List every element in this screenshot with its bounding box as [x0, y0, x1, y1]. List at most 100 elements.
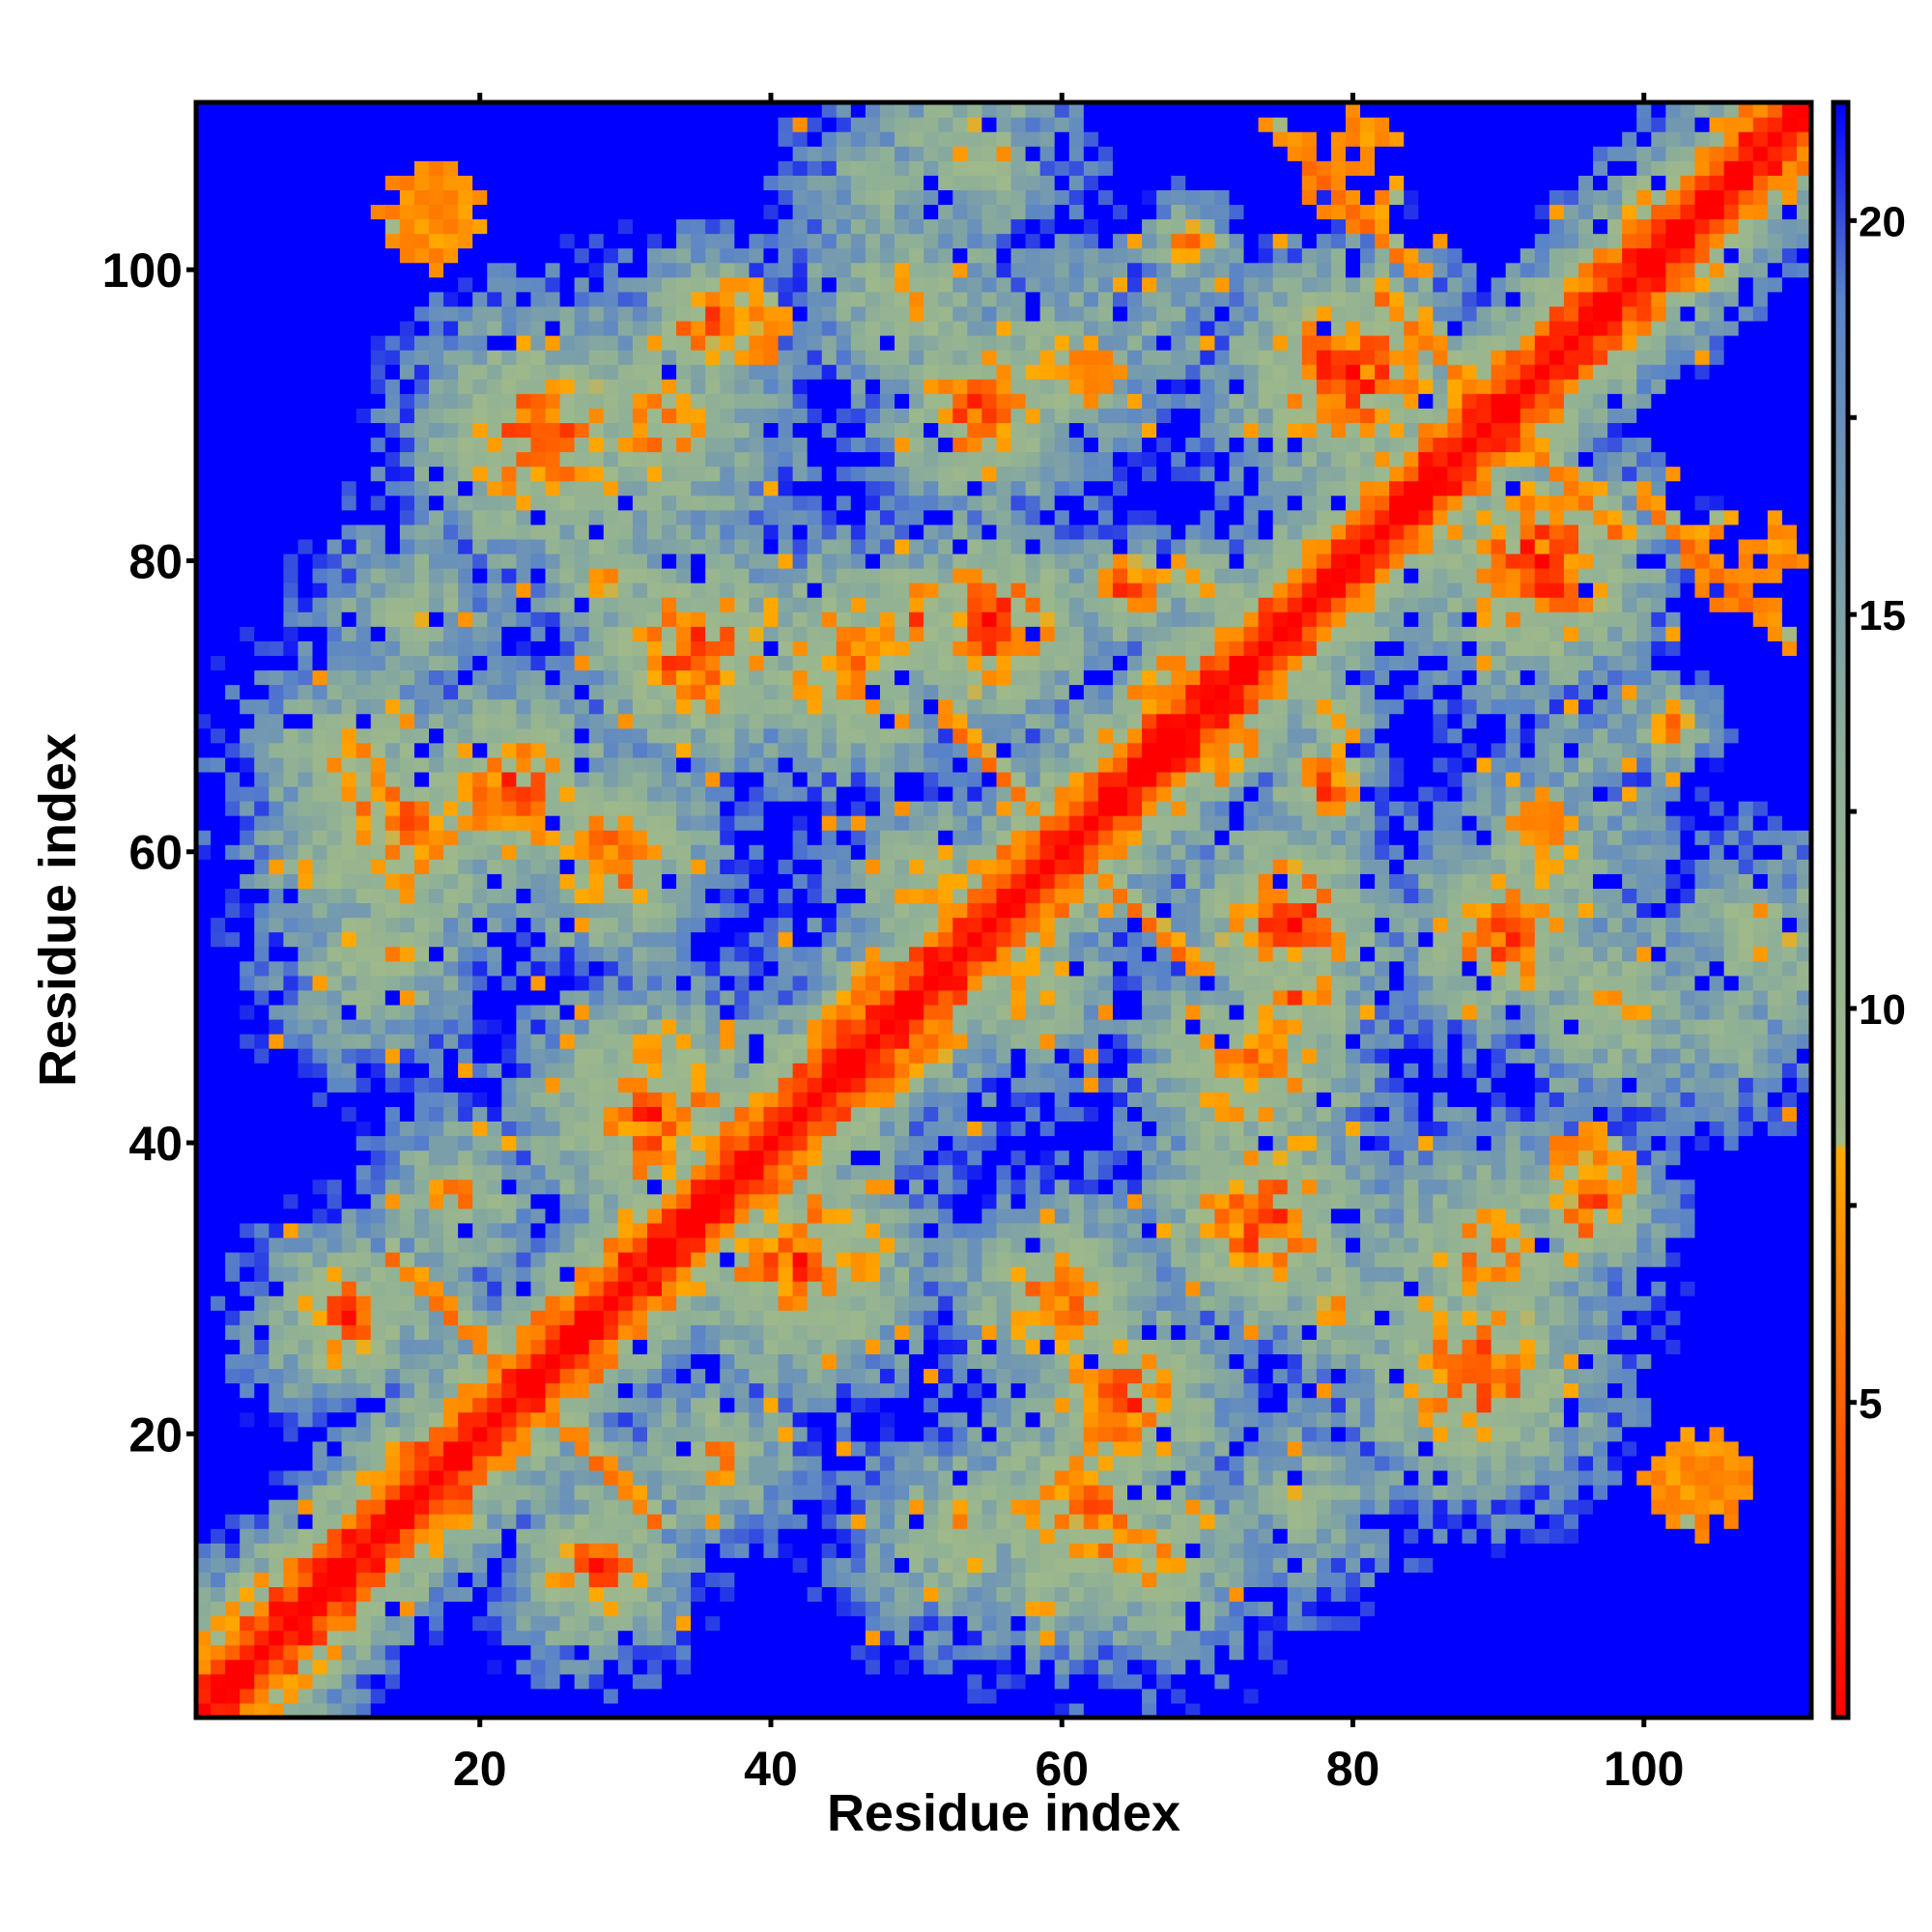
heatmap-cell — [662, 1018, 677, 1035]
heatmap-cell — [196, 1150, 212, 1166]
heatmap-cell — [413, 1295, 430, 1311]
heatmap-cell — [355, 1586, 372, 1603]
heatmap-cell — [588, 553, 605, 569]
heatmap-cell — [617, 102, 634, 118]
heatmap-cell — [269, 1368, 284, 1384]
heatmap-cell — [763, 698, 780, 715]
heatmap-cell — [516, 888, 532, 904]
heatmap-cell — [574, 917, 590, 933]
heatmap-cell — [778, 1368, 794, 1384]
heatmap-cell — [734, 553, 750, 569]
heatmap-cell — [588, 1034, 605, 1049]
heatmap-cell — [588, 1484, 605, 1500]
heatmap-cell — [225, 727, 241, 744]
heatmap-cell — [778, 597, 794, 612]
heatmap-cell — [632, 1514, 648, 1529]
heatmap-cell — [458, 1077, 473, 1093]
heatmap-cell — [807, 568, 823, 583]
heatmap-cell — [370, 611, 386, 627]
heatmap-cell — [574, 1339, 590, 1355]
heatmap-cell — [516, 756, 532, 773]
heatmap-cell — [545, 1688, 561, 1704]
heatmap-cell — [211, 408, 226, 423]
heatmap-cell — [283, 131, 299, 147]
heatmap-cell — [691, 1572, 706, 1588]
heatmap-cell — [211, 975, 226, 991]
heatmap-cell — [763, 1514, 780, 1529]
heatmap-cell — [516, 1586, 532, 1603]
heatmap-cell — [836, 785, 852, 802]
heatmap-cell — [662, 1236, 677, 1253]
heatmap-cell — [399, 262, 415, 278]
heatmap-cell — [807, 408, 823, 423]
heatmap-cell — [443, 1426, 459, 1442]
heatmap-cell — [413, 1266, 430, 1282]
heatmap-cell — [254, 568, 270, 583]
heatmap-cell — [691, 902, 706, 919]
heatmap-cell — [821, 1514, 838, 1529]
heatmap-cell — [355, 509, 372, 526]
heatmap-cell — [530, 1426, 547, 1442]
heatmap-cell — [691, 1514, 706, 1529]
heatmap-cell — [443, 1440, 459, 1457]
heatmap-cell — [269, 946, 284, 962]
heatmap-cell — [545, 1310, 561, 1325]
heatmap-cell — [327, 1106, 343, 1122]
heatmap-cell — [588, 1499, 605, 1515]
heatmap-cell — [472, 1572, 488, 1588]
heatmap-cell — [399, 276, 415, 293]
heatmap-cell — [312, 1440, 328, 1457]
heatmap-cell — [429, 756, 444, 773]
heatmap-cell — [443, 451, 459, 468]
heatmap-cell — [603, 408, 619, 423]
heatmap-cell — [429, 655, 444, 671]
heatmap-cell — [807, 509, 823, 526]
heatmap-cell — [691, 989, 706, 1006]
heatmap-cell — [283, 902, 299, 919]
heatmap-cell — [254, 175, 270, 190]
heatmap-cell — [269, 771, 284, 787]
heatmap-cell — [211, 1135, 226, 1151]
heatmap-cell — [429, 1673, 444, 1690]
heatmap-cell — [384, 684, 401, 700]
heatmap-cell — [778, 480, 794, 497]
heatmap-cell — [617, 1673, 634, 1690]
heatmap-cell — [429, 960, 444, 977]
heatmap-cell — [341, 393, 357, 409]
heatmap-cell — [312, 379, 328, 394]
heatmap-cell — [370, 1572, 386, 1588]
heatmap-cell — [516, 1164, 532, 1180]
heatmap-cell — [487, 1644, 502, 1661]
heatmap-cell — [283, 1179, 299, 1195]
heatmap-cell — [283, 1164, 299, 1180]
heatmap-cell — [472, 859, 488, 874]
heatmap-cell — [705, 480, 721, 497]
heatmap-cell — [370, 117, 386, 132]
heatmap-cell — [676, 975, 692, 991]
heatmap-cell — [734, 655, 750, 671]
heatmap-cell — [429, 1455, 444, 1471]
heatmap-cell — [646, 669, 663, 686]
heatmap-cell — [413, 1324, 430, 1340]
heatmap-cell — [254, 1586, 270, 1603]
heatmap-cell — [341, 204, 357, 220]
heatmap-cell — [646, 1179, 663, 1195]
heatmap-cell — [355, 1615, 372, 1632]
heatmap-cell — [588, 1368, 605, 1384]
heatmap-cell — [327, 684, 343, 700]
heatmap-cell — [763, 160, 780, 176]
heatmap-cell — [662, 1193, 677, 1209]
heatmap-cell — [211, 1353, 226, 1370]
heatmap-cell — [821, 611, 838, 627]
heatmap-cell — [588, 1469, 605, 1486]
heatmap-cell — [413, 582, 430, 598]
heatmap-cell — [588, 1353, 605, 1370]
heatmap-cell — [487, 975, 502, 991]
heatmap-cell — [516, 1426, 532, 1442]
heatmap-cell — [384, 669, 401, 686]
heatmap-cell — [545, 379, 561, 394]
heatmap-cell — [312, 1630, 328, 1646]
heatmap-cell — [545, 291, 561, 307]
heatmap-cell — [225, 785, 241, 802]
heatmap-cell — [196, 611, 212, 627]
